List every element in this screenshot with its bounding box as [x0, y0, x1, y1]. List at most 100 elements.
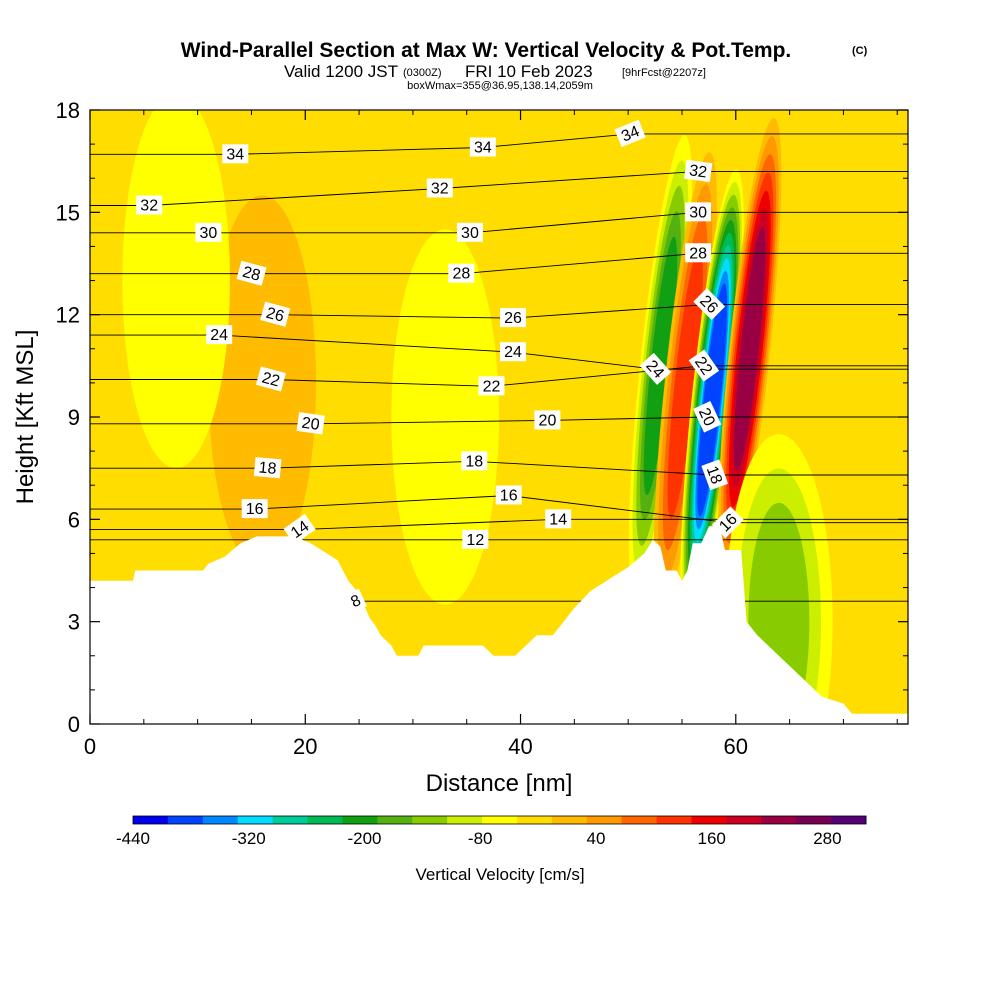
colorbar-segment — [272, 816, 309, 824]
theta-label: 22 — [255, 366, 286, 392]
theta-label-box — [685, 202, 712, 222]
theta-label: 12 — [462, 529, 489, 549]
theta-label-box — [253, 457, 282, 479]
colorbar-tick-label: -80 — [468, 829, 493, 848]
theta-label-box — [206, 325, 233, 345]
colorbar-frame — [132, 815, 867, 825]
theta-label: 22 — [478, 376, 505, 396]
chart-copyright: (C) — [852, 45, 868, 57]
theta-label-box — [711, 506, 744, 539]
colorbar-segment — [761, 816, 797, 824]
colorbar-segment — [482, 816, 518, 824]
colorbar-segment — [202, 816, 239, 824]
chart-valid-prefix: Valid 1200 JST — [284, 62, 398, 81]
theta-label-text: 28 — [241, 264, 263, 285]
theta-label-text: 30 — [461, 225, 479, 242]
velocity-cell — [122, 110, 230, 469]
colorbar-segment — [726, 816, 762, 824]
theta-label-box — [456, 222, 483, 242]
theta-label-text: 14 — [549, 511, 567, 528]
theta-label-box — [701, 459, 729, 491]
theta-label: 28 — [236, 260, 267, 286]
theta-label: 30 — [195, 222, 222, 242]
theta-label: 28 — [448, 263, 475, 283]
theta-label: 34 — [469, 137, 496, 157]
theta-label-text: 20 — [695, 406, 718, 429]
theta-label: 24 — [499, 342, 526, 362]
theta-label-box — [241, 499, 268, 519]
colorbar-tick-label: 160 — [697, 829, 725, 848]
theta-label-box — [639, 352, 672, 385]
theta-label: 14 — [545, 509, 572, 529]
colorbar-tick-label: -440 — [116, 829, 150, 848]
y-tick-label: 6 — [68, 507, 80, 532]
colorbar-tick-label: -200 — [347, 829, 381, 848]
theta-label-text: 30 — [199, 225, 217, 242]
chart-valid-date: FRI 10 Feb 2023 — [465, 62, 593, 81]
theta-label: 18 — [253, 457, 282, 479]
chart-box-info: boxWmax=355@36.95,138.14,2059m — [407, 80, 593, 92]
theta-label-box — [195, 222, 222, 242]
theta-label-text: 20 — [539, 412, 557, 429]
axis-ticks: 0 20 40 60 0 3 6 9 12 15 18 — [56, 98, 908, 759]
velocity-cell — [680, 169, 744, 631]
x-tick-label: 60 — [724, 734, 748, 759]
theta-label-text: 32 — [431, 180, 449, 197]
theta-label-text: 22 — [483, 378, 501, 395]
theta-label: 34 — [614, 119, 646, 148]
theta-label-text: 12 — [466, 532, 484, 549]
theta-label: 28 — [685, 243, 712, 263]
theta-label-text: 24 — [210, 327, 228, 344]
theta-label-text: 34 — [619, 123, 642, 145]
chart-forecast: [9hrFcst@2207z] — [622, 67, 706, 79]
colorbar-segment — [342, 816, 378, 824]
colorbar-segment — [412, 816, 448, 824]
theta-label: 30 — [456, 222, 483, 242]
theta-label-box — [478, 376, 505, 396]
velocity-level — [697, 283, 727, 517]
theta-label-box — [495, 485, 522, 505]
y-tick-label: 15 — [56, 200, 80, 225]
y-tick-label: 9 — [68, 405, 80, 430]
theta-label-box — [499, 308, 526, 328]
theta-label: 30 — [685, 202, 712, 222]
theta-label-box — [448, 263, 475, 283]
theta-label: 32 — [136, 195, 163, 215]
theta-label-box — [685, 243, 712, 263]
theta-label: 16 — [495, 485, 522, 505]
theta-label-text: 32 — [688, 162, 708, 181]
colorbar-segment — [377, 816, 413, 824]
y-axis-label: Height [Kft MSL] — [12, 330, 39, 505]
theta-label: 24 — [206, 325, 233, 345]
velocity-level — [734, 226, 766, 471]
colorbar-segment — [621, 816, 658, 824]
theta-label: 34 — [222, 144, 249, 164]
theta-label-text: 30 — [689, 204, 707, 221]
theta-label-box — [255, 366, 286, 392]
theta-label-box — [296, 412, 325, 435]
colorbar-segment — [551, 816, 588, 824]
theta-label-box — [693, 400, 722, 433]
colorbar-segment — [796, 816, 832, 824]
colorbar-segment — [133, 816, 169, 824]
theta-label: 18 — [701, 459, 729, 491]
colorbar-segment — [691, 816, 727, 824]
theta-label: 32 — [426, 178, 453, 198]
theta-label: 32 — [683, 159, 713, 183]
x-tick-label: 0 — [84, 734, 96, 759]
y-tick-label: 3 — [68, 610, 80, 635]
y-tick-label: 0 — [68, 712, 80, 737]
theta-label: 16 — [241, 499, 268, 519]
theta-label-text: 22 — [260, 369, 282, 390]
terrain — [90, 526, 908, 724]
theta-label: 20 — [693, 400, 722, 433]
theta-label-box — [469, 137, 496, 157]
theta-label: 20 — [296, 412, 325, 435]
theta-label-box — [461, 451, 488, 471]
y-tick-label: 18 — [56, 98, 80, 123]
theta-label-box — [534, 410, 561, 430]
theta-label-text: 24 — [504, 344, 522, 361]
theta-label-box — [693, 288, 726, 320]
velocity-cell — [718, 118, 782, 580]
theta-label-text: 20 — [301, 415, 321, 434]
